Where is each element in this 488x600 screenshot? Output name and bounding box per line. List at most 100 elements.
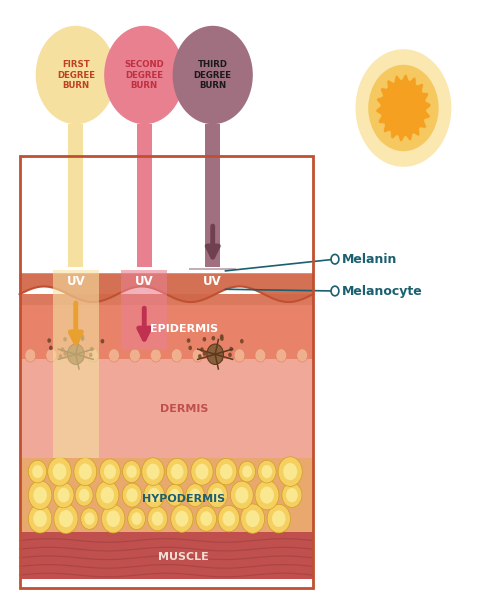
Circle shape — [126, 488, 138, 502]
Text: SECOND
DEGREE
BURN: SECOND DEGREE BURN — [124, 60, 164, 90]
Text: EPIDERMIS: EPIDERMIS — [149, 324, 218, 334]
Text: UV: UV — [203, 275, 222, 287]
Circle shape — [33, 510, 47, 527]
Circle shape — [172, 26, 252, 124]
Circle shape — [131, 512, 142, 525]
Circle shape — [189, 488, 200, 502]
Circle shape — [48, 457, 71, 486]
Circle shape — [242, 466, 251, 478]
Circle shape — [219, 357, 223, 361]
Circle shape — [101, 339, 104, 343]
Circle shape — [101, 487, 114, 503]
Circle shape — [79, 489, 89, 502]
Circle shape — [235, 487, 248, 503]
Circle shape — [203, 351, 206, 356]
Circle shape — [75, 484, 93, 506]
Circle shape — [238, 461, 255, 482]
Circle shape — [108, 349, 119, 362]
Circle shape — [255, 481, 278, 510]
Circle shape — [126, 465, 137, 478]
Circle shape — [104, 26, 184, 124]
Circle shape — [49, 346, 53, 350]
Circle shape — [196, 506, 216, 531]
Circle shape — [28, 504, 52, 533]
Bar — [20, 458, 312, 532]
Circle shape — [228, 353, 231, 357]
Circle shape — [220, 464, 232, 479]
Bar — [137, 124, 151, 267]
Circle shape — [165, 484, 183, 506]
Text: UV: UV — [66, 275, 85, 287]
Circle shape — [261, 465, 272, 478]
Circle shape — [100, 459, 120, 484]
Circle shape — [142, 458, 164, 485]
Circle shape — [47, 338, 51, 343]
Circle shape — [67, 349, 78, 362]
Circle shape — [81, 337, 84, 341]
Text: THIRD
DEGREE
BURN: THIRD DEGREE BURN — [193, 60, 231, 90]
Circle shape — [185, 484, 204, 506]
Circle shape — [213, 344, 217, 349]
Circle shape — [190, 458, 213, 485]
Circle shape — [36, 26, 116, 124]
Bar — [20, 156, 312, 588]
Circle shape — [63, 351, 67, 356]
Circle shape — [234, 349, 244, 362]
Text: MUSCLE: MUSCLE — [158, 552, 209, 562]
Bar — [53, 270, 99, 458]
Circle shape — [89, 353, 92, 357]
Circle shape — [254, 349, 265, 362]
Circle shape — [59, 354, 62, 359]
Circle shape — [104, 464, 116, 479]
Circle shape — [211, 488, 223, 502]
Circle shape — [81, 334, 84, 339]
Bar — [20, 532, 312, 580]
Circle shape — [53, 482, 74, 508]
Circle shape — [206, 344, 223, 364]
Bar — [20, 294, 312, 359]
Circle shape — [206, 482, 227, 508]
Circle shape — [58, 488, 69, 502]
Circle shape — [240, 339, 243, 343]
Circle shape — [192, 349, 203, 362]
Circle shape — [211, 336, 215, 341]
Text: FIRST
DEGREE
BURN: FIRST DEGREE BURN — [57, 60, 95, 90]
Circle shape — [198, 354, 201, 359]
Circle shape — [200, 347, 203, 352]
Circle shape — [171, 349, 182, 362]
Circle shape — [72, 336, 76, 341]
Circle shape — [213, 349, 224, 362]
Circle shape — [275, 349, 286, 362]
Circle shape — [278, 457, 302, 487]
Circle shape — [296, 349, 307, 362]
Circle shape — [74, 344, 78, 349]
Bar — [189, 268, 236, 270]
Circle shape — [28, 460, 47, 483]
Circle shape — [32, 465, 43, 478]
Circle shape — [245, 510, 259, 527]
Circle shape — [150, 349, 161, 362]
Circle shape — [257, 460, 276, 483]
Circle shape — [355, 49, 450, 167]
Circle shape — [129, 349, 140, 362]
Circle shape — [367, 65, 438, 151]
Circle shape — [90, 347, 93, 351]
Circle shape — [33, 487, 47, 503]
Circle shape — [61, 347, 64, 352]
Circle shape — [74, 458, 97, 485]
Circle shape — [87, 349, 98, 362]
Circle shape — [170, 505, 193, 532]
Circle shape — [186, 338, 190, 343]
Circle shape — [188, 346, 192, 350]
Circle shape — [151, 512, 163, 526]
Circle shape — [28, 481, 52, 509]
Circle shape — [283, 463, 297, 480]
Circle shape — [330, 286, 338, 296]
Text: HYPODERMIS: HYPODERMIS — [142, 494, 225, 505]
Circle shape — [146, 464, 159, 479]
Circle shape — [148, 488, 160, 503]
Text: Melanin: Melanin — [342, 253, 397, 266]
Text: DERMIS: DERMIS — [160, 404, 207, 414]
Circle shape — [169, 489, 180, 502]
Bar — [20, 294, 312, 305]
